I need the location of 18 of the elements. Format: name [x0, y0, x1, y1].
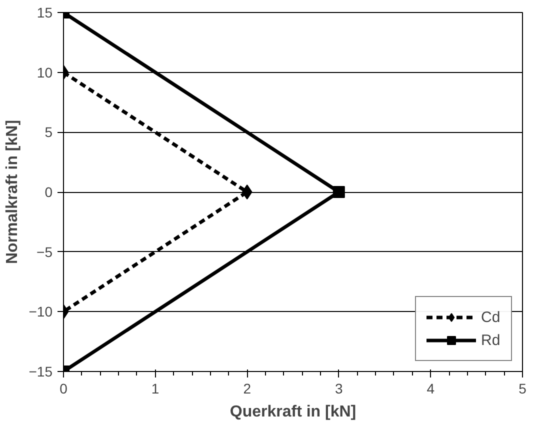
x-tick-label: 5	[518, 380, 527, 396]
point	[242, 184, 252, 200]
y-tick-label: 15	[36, 4, 53, 20]
y-tick-label: 5	[44, 124, 53, 140]
y-tick-label: 10	[36, 64, 53, 80]
legend-label: Rd	[481, 332, 501, 348]
x-axis-title: Querkraft in [kN]	[230, 404, 356, 420]
x-tick-label: 2	[243, 380, 252, 396]
x-tick-label: 3	[335, 380, 344, 396]
x-tick-label: 4	[426, 380, 435, 396]
x-tick-label: 0	[60, 380, 68, 396]
y-tick-label: −5	[36, 244, 53, 260]
y-tick-label: −15	[28, 364, 53, 380]
y-axis-title: Normalkraft in [kN]	[4, 120, 21, 264]
x-tick-label: 1	[151, 380, 160, 396]
y-tick-label: −10	[28, 304, 53, 320]
legend-label: Cd	[481, 308, 501, 326]
y-tick-label: 0	[44, 184, 53, 200]
